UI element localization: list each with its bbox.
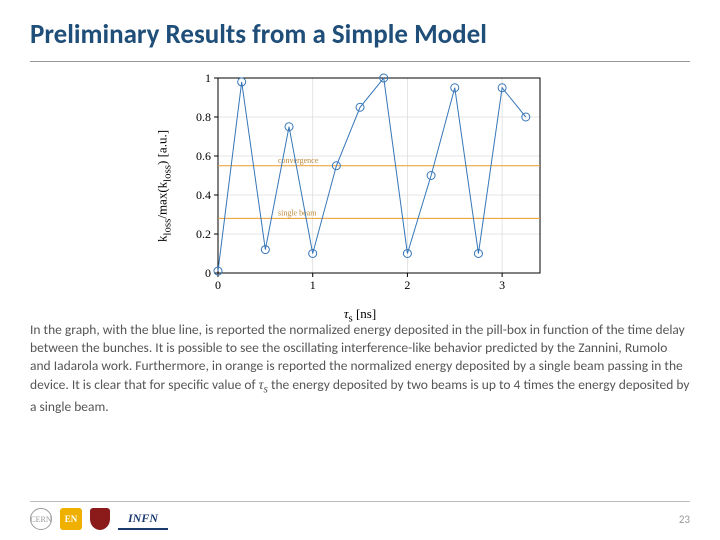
chart-svg: 0 0.2 0.4 0.6 0.8 1 0 1 2 3 convergence single beam: [170, 68, 550, 303]
svg-text:2: 2: [404, 278, 410, 292]
shield-logo-icon: [90, 508, 110, 530]
svg-text:0.6: 0.6: [196, 149, 211, 163]
svg-text:0.4: 0.4: [196, 188, 211, 202]
svg-text:1: 1: [310, 278, 316, 292]
tau-symbol: τs: [259, 377, 268, 392]
footer: CERN EN INFN: [30, 506, 690, 532]
en-logo-icon: EN: [60, 508, 82, 530]
svg-text:single beam: single beam: [278, 208, 317, 217]
svg-text:convergence: convergence: [278, 156, 319, 165]
svg-text:0.8: 0.8: [196, 110, 211, 124]
infn-logo-icon: INFN: [118, 508, 168, 530]
svg-text:1: 1: [205, 71, 211, 85]
footer-rule: [30, 501, 690, 502]
x-axis-label: τs [ns]: [344, 306, 376, 325]
page-number: 23: [679, 513, 690, 526]
svg-text:0: 0: [205, 266, 211, 280]
svg-text:0: 0: [215, 278, 221, 292]
cern-logo-icon: CERN: [30, 508, 52, 530]
svg-text:3: 3: [499, 278, 505, 292]
chart-container: 0 0.2 0.4 0.6 0.8 1 0 1 2 3 convergence single beam…: [0, 62, 720, 303]
y-axis-label: kloss/max(kloss) [a.u.]: [155, 129, 174, 241]
page-title: Preliminary Results from a Simple Model: [30, 18, 690, 51]
svg-text:0.2: 0.2: [196, 227, 211, 241]
